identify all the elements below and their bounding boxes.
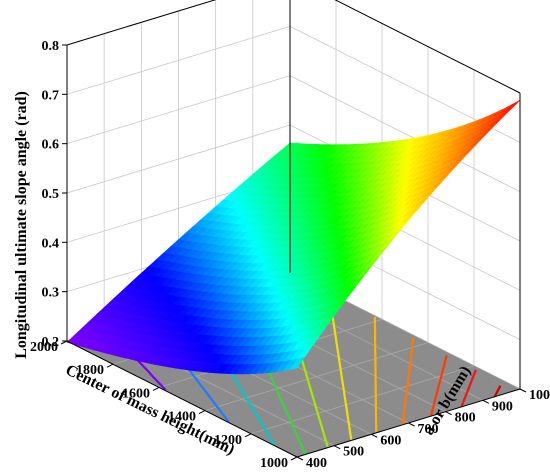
y-tick-label: 600 (380, 433, 401, 448)
z-tick-label: 0.5 (42, 187, 60, 202)
z-tick-label: 0.3 (42, 286, 60, 301)
y-tick-label: 900 (492, 399, 513, 414)
z-tick-label: 0.8 (42, 39, 60, 54)
x-tick-mark (60, 340, 68, 345)
x-tick-label: 1200 (214, 433, 242, 448)
x-tick-label: 1600 (122, 386, 150, 401)
contour-line (328, 293, 353, 441)
x-tick-mark (106, 363, 114, 368)
surface-mesh (66, 99, 521, 375)
surface-cell (289, 356, 306, 370)
contour-line (373, 316, 378, 433)
y-tick-mark (371, 433, 378, 438)
y-tick-label: 1000 (529, 388, 550, 403)
y-tick-label: 800 (455, 411, 476, 426)
grid-line (289, 75, 521, 193)
y-tick-mark (445, 411, 452, 416)
x-tick-mark (198, 410, 206, 415)
tick-labels: 0.2 0.3 0.4 0.5 0.6 0.7 0.8 1000 1200 1400 1600 180… (30, 39, 550, 471)
y-tick-label: 400 (306, 456, 327, 471)
x-tick-label: 2000 (30, 340, 58, 355)
y-tick-mark (519, 388, 527, 393)
x-tick-label: 1400 (168, 410, 196, 425)
y-tick-label: 500 (343, 445, 364, 460)
top-edge-line (66, 0, 521, 94)
contour-line (493, 385, 502, 398)
y-tick-label: 700 (418, 422, 439, 437)
y-tick-mark (296, 456, 304, 461)
z-tick-label: 0.4 (42, 236, 60, 251)
x-axis-line (66, 340, 298, 458)
z-axis-title: Longitudinal ultimate slope angle (rad) (13, 91, 30, 359)
x-tick-label: 1000 (260, 456, 288, 471)
x-tick-mark (244, 433, 252, 438)
z-tick-label: 0.7 (42, 88, 60, 103)
z-tick-label: 0.2 (42, 335, 60, 350)
x-tick-label: 1800 (76, 363, 104, 378)
y-tick-mark (408, 422, 415, 427)
x-tick-mark (152, 386, 160, 391)
y-tick-mark (482, 399, 490, 404)
contour-line (460, 369, 477, 408)
y-tick-mark (333, 445, 341, 450)
z-tick-label: 0.6 (42, 138, 60, 153)
contour-line (429, 355, 448, 417)
contour-line (401, 337, 415, 425)
x-tick-mark (290, 456, 298, 461)
